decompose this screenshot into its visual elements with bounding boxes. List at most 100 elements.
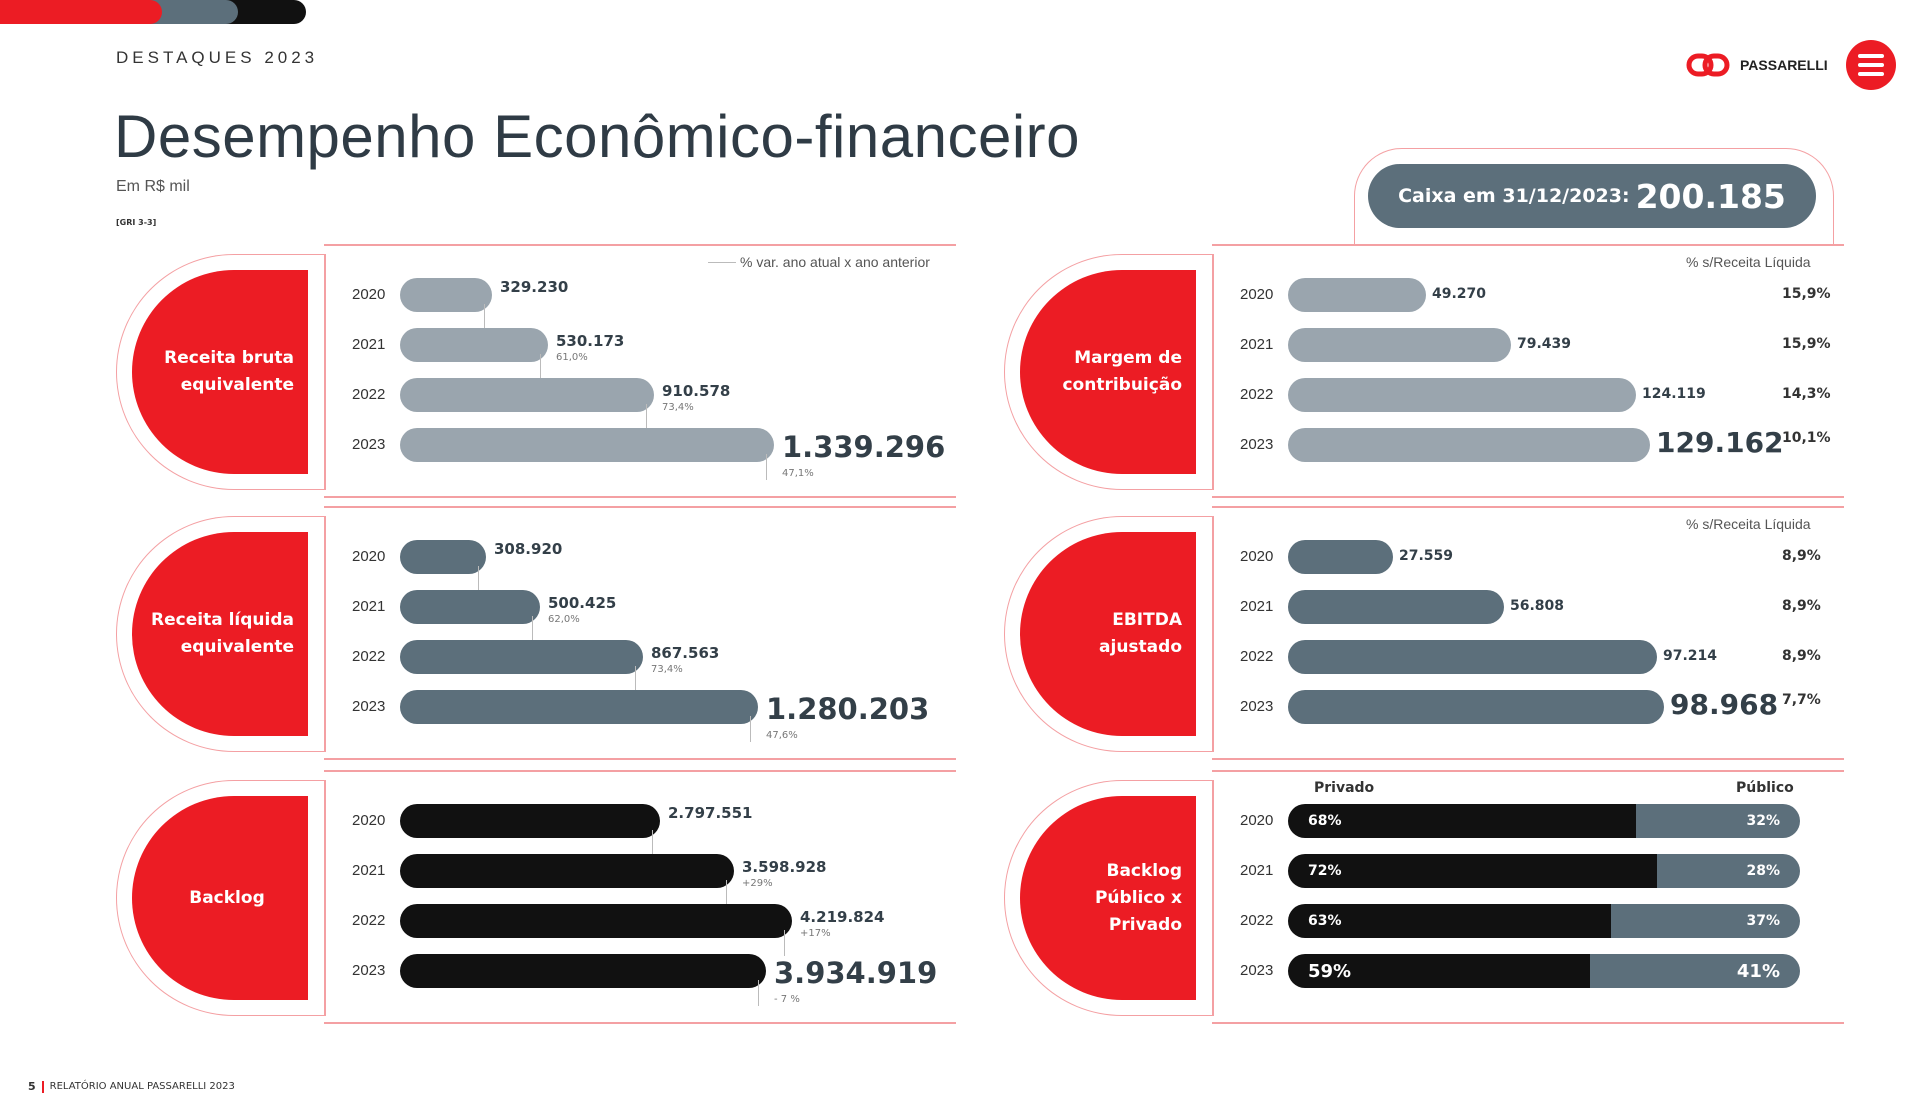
panel-bottom-rule <box>1212 1022 1844 1024</box>
bar-year-label: 2022 <box>352 648 386 665</box>
panel-ebitda: EBITDA ajustado % s/Receita Líquida 2020 27… <box>1004 506 1844 760</box>
bar-pct-label: 73,4% <box>662 402 694 413</box>
chart-bar <box>400 640 643 674</box>
share-of-revenue-label: 14,3% <box>1782 386 1831 402</box>
panel-top-rule <box>1212 770 1844 772</box>
stacked-bar: 63% 37% <box>1288 904 1800 938</box>
bar-value-label: 530.173 <box>556 332 625 350</box>
chart-bar <box>1288 428 1650 462</box>
stacked-bar: 68% 32% <box>1288 804 1800 838</box>
share-of-revenue-label: 15,9% <box>1782 336 1831 352</box>
legend-note: % var. ano atual x ano anterior <box>740 254 930 270</box>
bar-leader-line <box>646 404 647 430</box>
panel-label-box: Receita bruta equivalente <box>132 270 308 474</box>
panel-top-rule <box>324 244 956 246</box>
bar-year-label: 2020 <box>352 812 386 829</box>
bar-value-label: 1.280.203 <box>766 692 930 726</box>
progress-bar <box>0 0 306 24</box>
gri-reference: [GRI 3-3] <box>116 218 157 227</box>
bar-pct-label: +17% <box>800 928 831 939</box>
panel-bottom-rule <box>324 496 956 498</box>
legend-line <box>708 262 736 263</box>
stacked-bar-publico: 41% <box>1590 954 1800 988</box>
bar-leader-line <box>484 304 485 330</box>
bar-leader-line <box>750 716 751 742</box>
chart-bar <box>400 904 792 938</box>
passarelli-logo-icon <box>1686 53 1730 77</box>
panel-top-rule <box>1212 506 1844 508</box>
stacked-bar-privado: 68% <box>1288 804 1637 838</box>
panel-outline-edge <box>1212 254 1214 490</box>
bar-value-label: 1.339.296 <box>782 430 946 464</box>
bar-year-label: 2020 <box>1240 286 1274 303</box>
bar-value-label: 867.563 <box>651 644 720 662</box>
panel-label: Backlog <box>189 887 265 908</box>
bar-year-label: 2022 <box>1240 386 1274 403</box>
chart-bar <box>400 328 548 362</box>
panel-receita-liquida: Receita líquida equivalente 2020 308.920 20… <box>116 506 956 760</box>
brand-name: PASSARELLI <box>1740 57 1828 73</box>
bar-pct-label: 61,0% <box>556 352 588 363</box>
share-of-revenue-label: 7,7% <box>1782 692 1821 708</box>
panel-outline-edge <box>324 780 326 1016</box>
panel-outline-edge <box>324 516 326 752</box>
bar-value-label: 49.270 <box>1432 286 1487 302</box>
bar-value-label: 27.559 <box>1399 548 1454 564</box>
brand-logo[interactable]: PASSARELLI <box>1686 50 1828 80</box>
panel-outline-edge <box>1212 516 1214 752</box>
chart-bar <box>400 804 660 838</box>
chart-bar <box>1288 278 1426 312</box>
chart-bar <box>1288 378 1636 412</box>
panel-label: EBITDA ajustado <box>1099 610 1182 657</box>
bar-year-label: 2021 <box>1240 336 1274 353</box>
bar-year-label: 2021 <box>1240 862 1274 879</box>
bar-pct-label: - 7 % <box>774 994 800 1005</box>
bar-value-label: 329.230 <box>500 278 569 296</box>
bar-value-label: 3.934.919 <box>774 956 938 990</box>
panel-label: Receita bruta equivalente <box>164 348 294 395</box>
bar-value-label: 308.920 <box>494 540 563 558</box>
panel-bottom-rule <box>324 758 956 760</box>
caixa-label: Caixa em 31/12/2023: <box>1398 185 1630 207</box>
bar-leader-line <box>726 880 727 906</box>
share-of-revenue-label: 8,9% <box>1782 648 1821 664</box>
bar-year-label: 2022 <box>1240 912 1274 929</box>
caixa-frame <box>1354 148 1834 244</box>
bar-value-label: 124.119 <box>1642 386 1706 402</box>
panel-label: Margem de contribuição <box>1062 348 1182 395</box>
panel-bottom-rule <box>324 1022 956 1024</box>
bar-value-label: 98.968 <box>1670 688 1779 721</box>
bar-value-label: 2.797.551 <box>668 804 753 822</box>
bar-year-label: 2022 <box>352 386 386 403</box>
bar-value-label: 56.808 <box>1510 598 1565 614</box>
chart-bar <box>1288 640 1657 674</box>
bar-pct-label: +29% <box>742 878 773 889</box>
bar-value-label: 3.598.928 <box>742 858 827 876</box>
chart-bar <box>400 278 492 312</box>
section-label: DESTAQUES 2023 <box>116 48 319 67</box>
bar-year-label: 2022 <box>1240 648 1274 665</box>
panel-label: Receita líquida equivalente <box>151 610 294 657</box>
page-subtitle: Em R$ mil <box>116 178 190 195</box>
panel-label: Backlog Público x Privado <box>1094 860 1182 935</box>
chart-bar <box>400 590 540 624</box>
bar-leader-line <box>478 566 479 592</box>
panel-label-box: Backlog <box>132 796 308 1000</box>
bar-year-label: 2023 <box>352 962 386 979</box>
legend-publico: Público <box>1736 780 1794 796</box>
stacked-bar-privado: 59% <box>1288 954 1591 988</box>
chart-bar <box>400 690 758 724</box>
chart-bar <box>400 378 654 412</box>
panel-backlog: Backlog 2020 2.797.551 2021 3.598.928 +29% 202… <box>116 770 956 1024</box>
stacked-bar-privado: 63% <box>1288 904 1611 938</box>
bar-value-label: 500.425 <box>548 594 617 612</box>
receita-note: % s/Receita Líquida <box>1686 254 1811 270</box>
bar-leader-line <box>758 980 759 1006</box>
panel-top-rule <box>324 770 956 772</box>
bar-pct-label: 47,6% <box>766 730 798 741</box>
chart-bar <box>400 954 766 988</box>
panel-backlog-split: Backlog Público x Privado Privado Público 2… <box>1004 770 1844 1024</box>
bar-value-label: 97.214 <box>1663 648 1718 664</box>
bar-year-label: 2021 <box>352 598 386 615</box>
menu-button[interactable] <box>1846 40 1896 90</box>
